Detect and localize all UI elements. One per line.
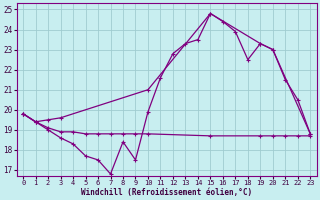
X-axis label: Windchill (Refroidissement éolien,°C): Windchill (Refroidissement éolien,°C) [81,188,252,197]
